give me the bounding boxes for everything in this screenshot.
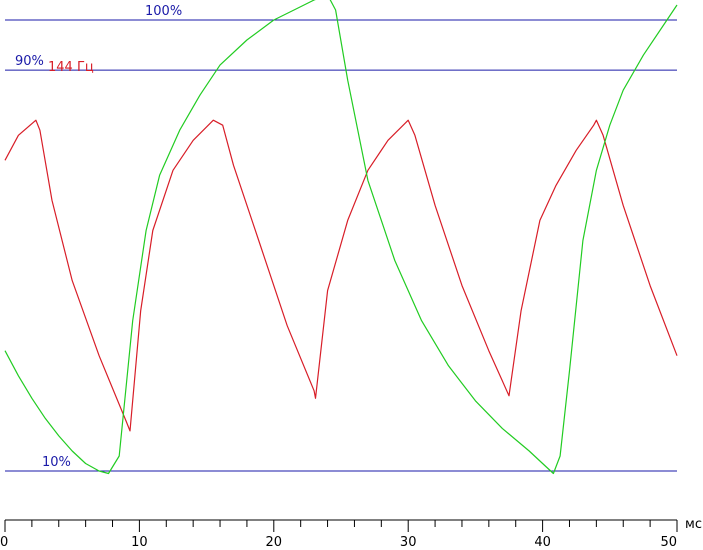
series-line-60hz [4,0,678,475]
x-tick-label: 10 [131,535,148,550]
x-tick-label: 50 [660,535,677,550]
series-layer: 144 Гц60 Гц [4,0,678,475]
x-tick-label: 40 [534,535,551,550]
series-line-144hz [4,119,678,432]
reference-lines: 100% 90% 10% [5,4,677,472]
reference-label-10: 10% [42,455,71,470]
x-tick-label: 20 [266,535,283,550]
reference-label-90: 90% [15,54,44,69]
x-unit-label: мс [685,517,702,532]
reference-label-100: 100% [145,4,182,19]
x-axis: 0 10 20 30 40 50 мс [0,517,702,550]
x-tick-label: 30 [400,535,417,550]
x-tick-label: 0 [0,535,8,550]
series-label-144hz: 144 Гц [48,60,94,75]
